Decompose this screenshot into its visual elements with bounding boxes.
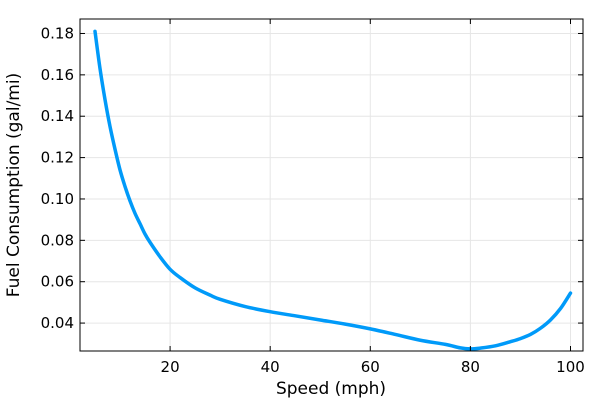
y-tick-label: 0.14 (41, 107, 74, 125)
y-tick-label: 0.08 (41, 231, 74, 249)
y-tick-label: 0.18 (41, 24, 74, 42)
y-tick-label: 0.10 (41, 190, 74, 208)
y-tick-label: 0.06 (41, 273, 74, 291)
y-axis-label: Fuel Consumption (gal/mi) (4, 73, 24, 297)
x-tick-label: 40 (261, 358, 280, 376)
ticks: 20 40 60 80 100 0.04 0.06 0.08 0.10 0.12 0.14 0.16 0… (41, 19, 585, 376)
plot-frame (79, 18, 584, 352)
series-layer (93, 29, 573, 351)
fuel-consumption-line (93, 29, 573, 351)
y-tick-label: 0.04 (41, 314, 74, 332)
x-tick-label: 20 (161, 358, 180, 376)
x-tick-label: 60 (361, 358, 380, 376)
x-tick-label: 80 (461, 358, 480, 376)
y-tick-label: 0.16 (41, 66, 74, 84)
y-tick-label: 0.12 (41, 149, 74, 167)
grid (80, 19, 583, 351)
x-axis-label: Speed (mph) (276, 379, 386, 399)
x-tick-label: 100 (556, 358, 585, 376)
